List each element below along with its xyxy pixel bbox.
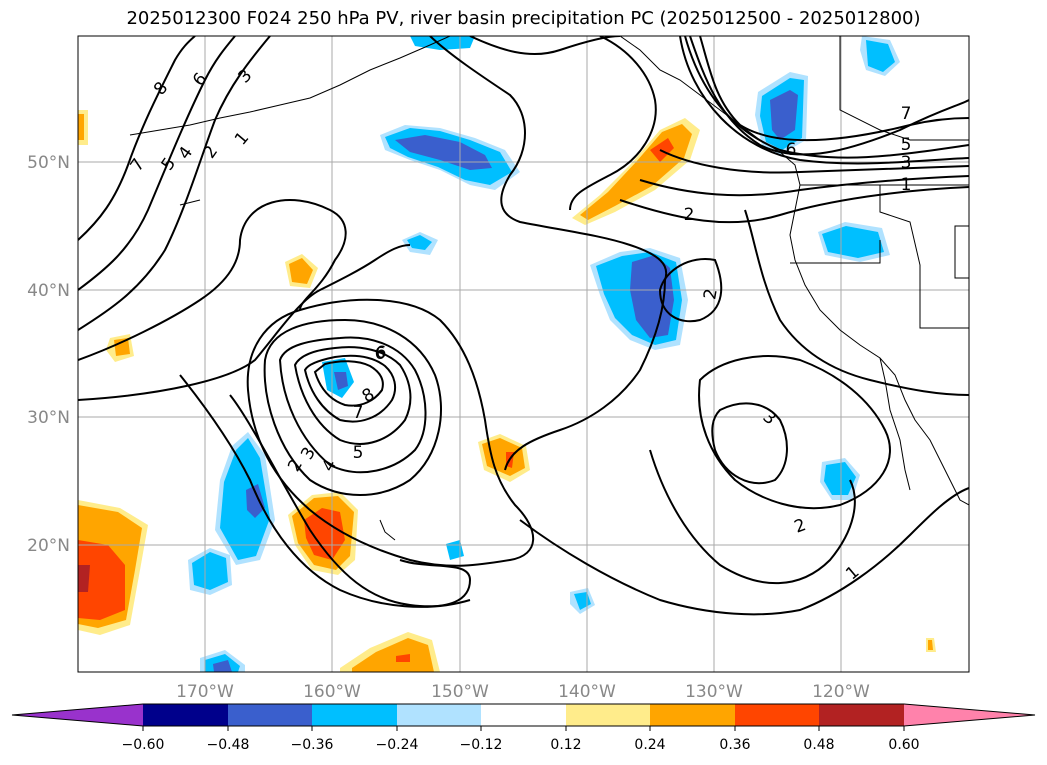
pos-blob (396, 654, 410, 662)
graticule (78, 36, 969, 672)
colorbar-tick-label: −0.36 (291, 737, 334, 753)
lon-label: 130°W (685, 682, 743, 702)
colorbar-extend-max (904, 704, 1035, 726)
neg-blob (770, 90, 798, 140)
colorbar-tick-label: −0.12 (460, 737, 503, 753)
colorbar-cell (650, 704, 735, 726)
contour-label: 6 (375, 344, 386, 364)
neg-blob (395, 135, 492, 170)
lon-label: 160°W (303, 682, 361, 702)
colorbar-extend-min (12, 704, 143, 726)
pos-blob (78, 565, 90, 592)
pos-blob (114, 338, 130, 356)
lon-label: 170°W (176, 682, 234, 702)
pos-blob (289, 258, 313, 284)
colorbar-tick-label: 0.60 (888, 737, 919, 753)
contour-label: 2 (700, 287, 722, 301)
contour-label: 7 (901, 104, 912, 124)
colorbar-cell (481, 704, 566, 726)
map-title: 2025012300 F024 250 hPa PV, river basin … (126, 8, 921, 29)
colorbar-cell (819, 704, 904, 726)
neg-blob (407, 235, 432, 250)
neg-blob (630, 255, 674, 338)
contour-label: 5 (353, 443, 364, 463)
colorbar-tick-label: 0.24 (634, 737, 665, 753)
pos-blob (928, 640, 933, 650)
colorbar-cell (312, 704, 397, 726)
neg-blob (866, 40, 895, 72)
contour-label: 7 (353, 403, 364, 423)
neg-blob (824, 462, 856, 495)
pos-blob (352, 638, 434, 672)
map-panel: 8 6 3 7 5 4 2 1 6 8 7 6 5 4 3 2 2 7 5 3 (77, 35, 970, 673)
lat-label: 20°N (27, 536, 70, 556)
lon-label: 120°W (812, 682, 870, 702)
contour-label: 5 (901, 135, 912, 155)
colorbar-tick-label: −0.48 (207, 737, 250, 753)
neg-blob (192, 552, 228, 590)
colorbar-ticks (142, 726, 905, 731)
lat-label: 50°N (27, 153, 70, 173)
neg-blob (246, 484, 265, 518)
neg-blob (334, 372, 348, 390)
contour-label: 2 (684, 205, 695, 225)
lon-label: 140°W (558, 682, 616, 702)
contour-label: 1 (901, 175, 912, 195)
contour-label: 6 (786, 140, 797, 160)
colorbar: −0.60 −0.48 −0.36 −0.24 −0.12 0.12 0.24 … (11, 703, 1036, 753)
colorbar-cell (566, 704, 650, 726)
pos-blob (78, 114, 84, 140)
map-frame (77, 35, 970, 673)
colorbar-tick-label: 0.12 (550, 737, 581, 753)
pos-blob (78, 540, 125, 620)
neg-blob (213, 660, 232, 672)
latitude-labels: 50°N 40°N 30°N 20°N (27, 153, 70, 556)
lat-label: 30°N (27, 408, 70, 428)
pv-contours (78, 36, 969, 616)
contour-label: 6 (376, 343, 387, 363)
longitude-labels: 170°W 160°W 150°W 140°W 130°W 120°W (176, 682, 870, 702)
pos-blob (304, 508, 345, 560)
colorbar-tick-label: 0.48 (803, 737, 834, 753)
colorbar-tick-label: 0.36 (719, 737, 750, 753)
lon-label: 150°W (431, 682, 489, 702)
colorbar-tick-label: −0.24 (376, 737, 419, 753)
colorbar-cell (397, 704, 481, 726)
precip-shading (78, 36, 936, 672)
neg-blob (822, 226, 884, 258)
neg-blob (220, 438, 270, 560)
colorbar-tick-label: −0.60 (122, 737, 165, 753)
contour-label: 3 (901, 153, 912, 173)
colorbar-cell (735, 704, 819, 726)
lat-label: 40°N (27, 281, 70, 301)
colorbar-cell (228, 704, 312, 726)
pos-blob (482, 438, 525, 476)
colorbar-cell (143, 704, 228, 726)
